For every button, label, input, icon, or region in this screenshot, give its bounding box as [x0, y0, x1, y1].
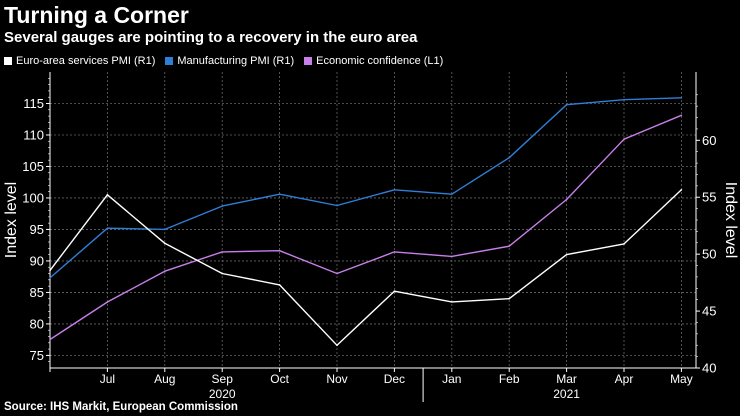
series-point-0: [336, 344, 338, 347]
axes: 75 80 85 90 95 100 105 110 115 40 45 50 55 60 Jul Aug Se…: [22, 72, 716, 402]
series-point-0: [393, 290, 396, 292]
series-point-2: [565, 198, 568, 201]
series-point-2: [393, 251, 396, 253]
series-point-0: [221, 272, 223, 275]
series-point-1: [106, 227, 109, 229]
series-point-0: [164, 242, 166, 245]
series-point-0: [106, 194, 109, 196]
series-point-0: [623, 243, 625, 245]
x-year-label: 2021: [553, 387, 580, 401]
source-note: Source: IHS Markit, European Commission: [4, 401, 238, 413]
series-point-1: [393, 188, 396, 191]
x-tick-label: Dec: [384, 372, 405, 386]
y-tick-label-left: 75: [30, 348, 44, 363]
legend-swatch-services: [4, 57, 12, 65]
series-point-0: [451, 301, 453, 303]
series-point-0: [565, 253, 568, 256]
legend-swatch-confidence: [304, 57, 313, 65]
y-tick-label-right: 60: [702, 133, 716, 148]
series-point-1: [680, 97, 683, 99]
legend-item-confidence: Economic confidence (L1): [304, 55, 443, 67]
series-point-1: [623, 98, 625, 101]
y-axis-label-right: Index level: [722, 182, 739, 259]
y-tick-label-right: 55: [702, 190, 716, 205]
y-tick-label-left: 115: [23, 96, 44, 111]
chart-title: Turning a Corner: [4, 2, 189, 28]
legend-item-manufacturing: Manufacturing PMI (R1): [165, 55, 294, 67]
series-point-1: [451, 193, 453, 195]
legend: Euro-area services PMI (R1) Manufacturin…: [4, 55, 443, 67]
series-point-0: [49, 269, 51, 272]
grid: [50, 72, 696, 368]
series-point-2: [508, 245, 511, 247]
x-tick-label: Mar: [556, 372, 577, 386]
y-tick-label-left: 85: [30, 285, 44, 300]
y-tick-label-right: 50: [702, 247, 716, 262]
series-point-2: [336, 272, 338, 275]
legend-label-manufacturing: Manufacturing PMI (R1): [177, 55, 295, 67]
x-tick-label: Sep: [212, 372, 234, 386]
series-point-2: [49, 338, 51, 341]
series-point-1: [278, 193, 281, 195]
x-tick-label: Oct: [270, 372, 289, 386]
y-tick-label-left: 100: [22, 190, 44, 205]
x-tick-label: Jul: [100, 372, 115, 386]
series-point-2: [278, 249, 281, 252]
series-point-2: [451, 255, 453, 258]
series-point-2: [623, 138, 625, 140]
legend-label-services: Euro-area services PMI (R1): [16, 55, 156, 67]
y-tick-label-left: 105: [22, 159, 44, 174]
x-tick-label: Nov: [326, 372, 347, 386]
x-year-label: 2020: [209, 387, 236, 401]
y-tick-label-right: 45: [702, 304, 716, 319]
series-line-2: [49, 114, 682, 341]
series-point-1: [508, 156, 511, 159]
y-tick-label-left: 90: [30, 253, 44, 268]
y-axis-label-left: Index level: [3, 182, 20, 259]
legend-label-confidence: Economic confidence (L1): [316, 55, 444, 67]
series-point-1: [164, 228, 166, 231]
series-point-1: [49, 277, 51, 279]
series-line-0: [49, 189, 682, 346]
series-point-2: [106, 301, 109, 303]
x-tick-label: Jan: [442, 372, 461, 386]
y-tick-label-left: 95: [30, 222, 44, 237]
x-tick-label: Apr: [615, 372, 634, 386]
series-point-1: [565, 103, 568, 106]
x-tick-label: May: [670, 372, 693, 386]
legend-item-services: Euro-area services PMI (R1): [4, 55, 155, 67]
series-point-2: [221, 251, 223, 253]
series-point-2: [164, 270, 166, 273]
series-point-0: [278, 284, 281, 286]
series-line-1: [49, 97, 682, 279]
series-point-0: [508, 297, 511, 300]
series-lines: [49, 97, 683, 347]
x-tick-label: Aug: [154, 372, 175, 386]
chart-subtitle: Several gauges are pointing to a recover…: [4, 29, 418, 46]
series-point-2: [680, 114, 683, 117]
legend-swatch-manufacturing: [165, 57, 174, 65]
y-tick-label-left: 80: [30, 316, 44, 331]
y-tick-label-right: 40: [702, 361, 716, 376]
x-tick-label: Feb: [499, 372, 520, 386]
series-point-1: [221, 205, 223, 207]
series-point-1: [336, 204, 338, 207]
y-tick-label-left: 110: [23, 127, 44, 142]
series-point-0: [680, 188, 683, 191]
